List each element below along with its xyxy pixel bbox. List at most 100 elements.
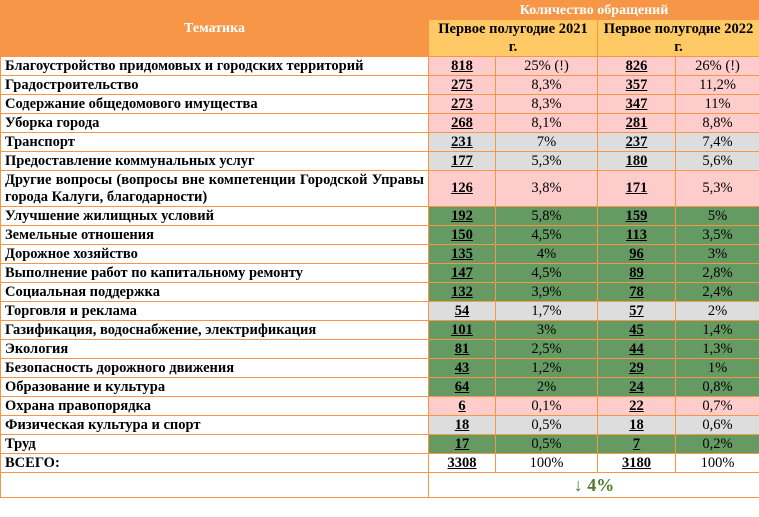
percent-2022: 8,8% — [674, 113, 759, 133]
percent-2021: 0,1% — [495, 396, 598, 416]
topic-cell: Выполнение работ по капитальному ремонту — [0, 263, 429, 283]
appeals-table: Тематика Количество обращений Первое пол… — [0, 0, 759, 498]
percent-2022: 5% — [674, 206, 759, 226]
percent-2022: 11% — [674, 94, 759, 114]
table-row: Газификация, водоснабжение, электрификац… — [0, 320, 759, 340]
table-row: Градостроительство 275 8,3% 357 11,2% — [0, 75, 759, 95]
percent-2022: 11,2% — [674, 75, 759, 95]
table-row: Физическая культура и спорт 18 0,5% 18 0,6% — [0, 415, 759, 435]
count-2022: 18 — [597, 415, 676, 435]
header-period-2021: Первое полугодие 2021 г. — [428, 19, 598, 57]
count-2021: 177 — [428, 151, 496, 171]
count-2021: 273 — [428, 94, 496, 114]
count-2021: 135 — [428, 244, 496, 264]
count-2021: 6 — [428, 396, 496, 416]
topic-cell: Содержание общедомового имущества — [0, 94, 429, 114]
trend-cell: ↓ 4% — [427, 472, 759, 498]
count-2021: 231 — [428, 132, 496, 152]
table-row: Труд 17 0,5% 7 0,2% — [0, 434, 759, 454]
count-2021: 54 — [428, 301, 496, 321]
topic-cell: Образование и культура — [0, 377, 429, 397]
count-2022: 24 — [597, 377, 676, 397]
count-2022: 113 — [597, 225, 676, 245]
table-row: Содержание общедомового имущества 273 8,3%… — [0, 94, 759, 114]
count-2021: 132 — [428, 282, 496, 302]
percent-2021: 4% — [495, 244, 598, 264]
total-2022: 3180 — [597, 453, 676, 473]
count-2022: 159 — [597, 206, 676, 226]
total-pct-2022: 100% — [674, 453, 759, 473]
percent-2021: 1,2% — [495, 358, 598, 378]
count-2022: 171 — [597, 170, 676, 207]
topic-cell: Безопасность дорожного движения — [0, 358, 429, 378]
count-2021: 147 — [428, 263, 496, 283]
count-2022: 826 — [597, 56, 676, 76]
percent-2022: 3,5% — [674, 225, 759, 245]
percent-2022: 1,3% — [674, 339, 759, 359]
header-topic: Тематика — [0, 0, 429, 57]
count-2022: 57 — [597, 301, 676, 321]
total-label: ВСЕГО: — [0, 453, 429, 473]
percent-2022: 0,6% — [674, 415, 759, 435]
percent-2021: 0,5% — [495, 415, 598, 435]
count-2022: 357 — [597, 75, 676, 95]
count-2022: 22 — [597, 396, 676, 416]
table-row: Торговля и реклама 54 1,7% 57 2% — [0, 301, 759, 321]
table-row: Безопасность дорожного движения 43 1,2% 29 1… — [0, 358, 759, 378]
percent-2021: 7% — [495, 132, 598, 152]
percent-2021: 4,5% — [495, 263, 598, 283]
count-2021: 18 — [428, 415, 496, 435]
count-2021: 126 — [428, 170, 496, 207]
percent-2021: 25% (!) — [495, 56, 598, 76]
table-row: Экология 81 2,5% 44 1,3% — [0, 339, 759, 359]
trend-spacer — [0, 472, 429, 498]
topic-cell: Благоустройство придомовых и городских т… — [0, 56, 429, 76]
percent-2022: 0,2% — [674, 434, 759, 454]
trend-value: 4% — [587, 474, 615, 495]
count-2022: 347 — [597, 94, 676, 114]
percent-2021: 5,8% — [495, 206, 598, 226]
topic-cell: Уборка города — [0, 113, 429, 133]
count-2022: 281 — [597, 113, 676, 133]
percent-2022: 7,4% — [674, 132, 759, 152]
percent-2022: 1,4% — [674, 320, 759, 340]
percent-2022: 26% (!) — [674, 56, 759, 76]
topic-cell: Градостроительство — [0, 75, 429, 95]
percent-2021: 0,5% — [495, 434, 598, 454]
count-2021: 81 — [428, 339, 496, 359]
table-row: Дорожное хозяйство 135 4% 96 3% — [0, 244, 759, 264]
percent-2021: 1,7% — [495, 301, 598, 321]
count-2022: 7 — [597, 434, 676, 454]
percent-2021: 3% — [495, 320, 598, 340]
table-row: Другие вопросы (вопросы вне компетенции … — [0, 170, 759, 207]
percent-2021: 4,5% — [495, 225, 598, 245]
count-2021: 43 — [428, 358, 496, 378]
trend-row: ↓ 4% — [0, 472, 759, 498]
percent-2021: 8,3% — [495, 94, 598, 114]
table-row: Транспорт 231 7% 237 7,4% — [0, 132, 759, 152]
percent-2022: 1% — [674, 358, 759, 378]
percent-2022: 2,8% — [674, 263, 759, 283]
count-2021: 275 — [428, 75, 496, 95]
table-row: Образование и культура 64 2% 24 0,8% — [0, 377, 759, 397]
percent-2022: 0,8% — [674, 377, 759, 397]
topic-cell: Дорожное хозяйство — [0, 244, 429, 264]
total-2021: 3308 — [428, 453, 496, 473]
total-row: ВСЕГО: 3308 100% 3180 100% — [0, 453, 759, 473]
topic-cell: Предоставление коммунальных услуг — [0, 151, 429, 171]
topic-cell: Другие вопросы (вопросы вне компетенции … — [0, 170, 429, 207]
topic-cell: Социальная поддержка — [0, 282, 429, 302]
topic-cell: Торговля и реклама — [0, 301, 429, 321]
arrow-down-icon: ↓ — [573, 474, 583, 495]
header-group: Количество обращений — [427, 0, 759, 20]
table-row: Благоустройство придомовых и городских т… — [0, 56, 759, 76]
percent-2022: 5,6% — [674, 151, 759, 171]
count-2022: 96 — [597, 244, 676, 264]
count-2022: 180 — [597, 151, 676, 171]
count-2021: 64 — [428, 377, 496, 397]
count-2022: 29 — [597, 358, 676, 378]
header-period-2022: Первое полугодие 2022 г. — [596, 19, 759, 57]
percent-2022: 0,7% — [674, 396, 759, 416]
count-2021: 101 — [428, 320, 496, 340]
percent-2022: 2% — [674, 301, 759, 321]
